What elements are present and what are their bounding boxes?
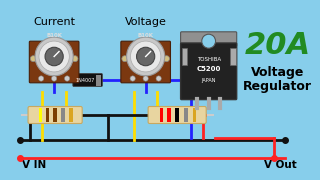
Bar: [167, 108, 171, 122]
Bar: [46, 108, 50, 122]
Bar: [96, 75, 101, 86]
FancyBboxPatch shape: [148, 107, 206, 123]
Circle shape: [65, 76, 70, 81]
Circle shape: [52, 76, 57, 81]
Circle shape: [122, 56, 128, 62]
Text: 20A: 20A: [244, 30, 311, 60]
Bar: [175, 108, 179, 122]
Bar: [53, 108, 57, 122]
FancyBboxPatch shape: [180, 32, 237, 46]
FancyBboxPatch shape: [73, 73, 102, 87]
Bar: [181, 48, 188, 65]
Text: B10K: B10K: [46, 33, 62, 38]
Text: V IN: V IN: [22, 160, 46, 170]
Circle shape: [127, 37, 165, 76]
Circle shape: [156, 76, 161, 81]
Circle shape: [72, 56, 78, 62]
Circle shape: [131, 41, 161, 72]
FancyBboxPatch shape: [29, 41, 79, 83]
Bar: [39, 108, 42, 122]
Circle shape: [35, 37, 73, 76]
Bar: [184, 108, 188, 122]
Bar: [69, 108, 73, 122]
FancyBboxPatch shape: [121, 41, 171, 83]
Text: Voltage: Voltage: [125, 17, 167, 27]
Text: 1N4007: 1N4007: [76, 78, 95, 82]
Bar: [193, 108, 196, 122]
Circle shape: [202, 34, 216, 48]
Text: Current: Current: [33, 17, 75, 27]
Circle shape: [38, 76, 44, 81]
Circle shape: [130, 76, 135, 81]
Circle shape: [30, 56, 36, 62]
Bar: [230, 48, 236, 65]
Text: Voltage: Voltage: [251, 66, 304, 78]
Circle shape: [45, 47, 63, 66]
Text: V Out: V Out: [264, 160, 297, 170]
Text: B10K: B10K: [138, 33, 154, 38]
Circle shape: [164, 56, 170, 62]
FancyBboxPatch shape: [28, 107, 82, 123]
Text: JAPAN: JAPAN: [201, 78, 216, 83]
Bar: [160, 108, 164, 122]
Text: Regulator: Regulator: [243, 80, 312, 93]
FancyBboxPatch shape: [180, 43, 237, 100]
Circle shape: [39, 41, 69, 72]
Text: C5200: C5200: [196, 66, 221, 72]
Circle shape: [137, 47, 155, 66]
Text: TOSHIBA: TOSHIBA: [196, 57, 221, 62]
Circle shape: [143, 76, 148, 81]
Bar: [61, 108, 65, 122]
